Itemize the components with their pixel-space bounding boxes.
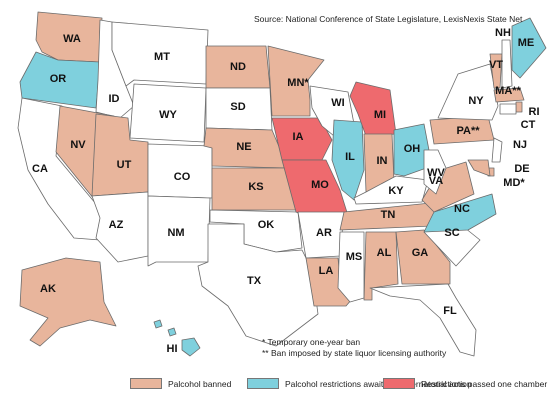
state-label-ct: CT	[521, 119, 536, 131]
state-label-ak: AK	[40, 283, 56, 295]
legend-swatch-banned	[130, 378, 162, 389]
legend-swatch-awaiting	[247, 378, 279, 389]
legend-item-awaiting: Palcohol restrictions awaiting gubernato…	[247, 378, 472, 389]
state-label-nh: NH	[495, 27, 511, 39]
footnote-liquor-authority: ** Ban imposed by state liquor licensing…	[262, 348, 447, 358]
state-ct	[499, 103, 517, 115]
state-md	[467, 159, 491, 177]
state-label-nj: NJ	[513, 139, 527, 151]
state-label-il: IL	[345, 151, 355, 163]
state-ia	[271, 117, 333, 161]
state-label-ny: NY	[468, 95, 484, 107]
state-me	[511, 17, 547, 79]
state-oh	[393, 123, 433, 177]
state-label-ia: IA	[293, 131, 304, 143]
state-ne	[203, 127, 289, 169]
state-wy	[129, 83, 207, 143]
state-label-md: MD*	[503, 177, 525, 189]
state-label-id: ID	[109, 93, 120, 105]
state-tx	[197, 223, 319, 347]
state-label-ri: RI	[529, 106, 540, 118]
state-label-nm: NM	[167, 227, 184, 239]
state-label-mn: MN*	[287, 77, 309, 89]
state-wv	[423, 149, 447, 195]
state-mn	[267, 45, 325, 117]
state-hi	[181, 337, 201, 357]
state-label-ca: CA	[32, 163, 48, 175]
state-hi	[153, 319, 163, 329]
state-label-wa: WA	[63, 33, 81, 45]
state-label-wi: WI	[331, 97, 344, 109]
state-label-tn: TN	[381, 209, 396, 221]
legend-item-banned: Palcohol banned	[130, 378, 231, 389]
state-ak	[19, 257, 117, 347]
state-fl	[369, 283, 477, 357]
state-label-or: OR	[50, 73, 67, 85]
state-label-pa: PA**	[456, 125, 480, 137]
state-label-nv: NV	[70, 139, 86, 151]
state-label-la: LA	[319, 265, 334, 277]
legend-label-banned: Palcohol banned	[168, 378, 232, 389]
state-label-nc: NC	[454, 203, 470, 215]
state-nj	[491, 137, 503, 163]
state-nm	[147, 195, 211, 267]
state-label-ok: OK	[258, 219, 275, 231]
state-ms	[337, 231, 365, 303]
state-label-oh: OH	[404, 143, 421, 155]
legend: Palcohol banned Palcohol restrictions aw…	[0, 378, 560, 392]
state-label-wv: WV	[427, 167, 445, 179]
state-ma	[493, 87, 525, 103]
state-label-ms: MS	[346, 251, 363, 263]
state-label-sc: SC	[444, 227, 459, 239]
state-label-vt: VT	[489, 59, 503, 71]
state-label-nd: ND	[230, 61, 246, 73]
legend-label-passed-one-chamber: Restrictions passed one chamber	[421, 378, 548, 389]
state-label-ne: NE	[236, 141, 251, 153]
state-label-me: ME	[518, 37, 535, 49]
legend-label-awaiting: Palcohol restrictions awaiting gubernato…	[285, 378, 472, 389]
state-label-ky: KY	[388, 185, 404, 197]
state-label-mi: MI	[374, 109, 386, 121]
state-ny	[437, 63, 499, 121]
state-label-hi: HI	[167, 343, 178, 355]
legend-item-passed-one-chamber: Restrictions passed one chamber	[383, 378, 547, 389]
state-label-ma: MA**	[495, 85, 521, 97]
state-nh	[501, 39, 513, 89]
state-label-sd: SD	[230, 101, 245, 113]
state-label-fl: FL	[443, 305, 457, 317]
state-ri	[515, 101, 523, 113]
state-mt	[111, 21, 209, 87]
state-label-ut: UT	[117, 159, 132, 171]
footnote-temporary: * Temporary one-year ban	[262, 337, 361, 347]
legend-swatch-passed-one-chamber	[383, 378, 415, 389]
state-label-ar: AR	[316, 227, 332, 239]
state-ga	[395, 229, 451, 285]
state-label-mo: MO	[311, 179, 329, 191]
state-label-al: AL	[377, 247, 392, 259]
state-label-wy: WY	[159, 109, 177, 121]
state-label-az: AZ	[109, 219, 124, 231]
state-label-mt: MT	[154, 51, 170, 63]
source-note: Source: National Conference of State Leg…	[254, 14, 523, 24]
state-label-de: DE	[514, 163, 529, 175]
state-label-in: IN	[377, 155, 388, 167]
state-label-ga: GA	[412, 247, 429, 259]
footnotes: * Temporary one-year ban ** Ban imposed …	[262, 337, 446, 359]
state-label-va: VA	[429, 175, 444, 187]
state-nc	[423, 193, 497, 233]
state-label-tx: TX	[247, 275, 262, 287]
state-label-co: CO	[174, 171, 191, 183]
state-hi	[167, 327, 177, 337]
state-vt	[489, 53, 503, 89]
state-label-ks: KS	[248, 181, 263, 193]
